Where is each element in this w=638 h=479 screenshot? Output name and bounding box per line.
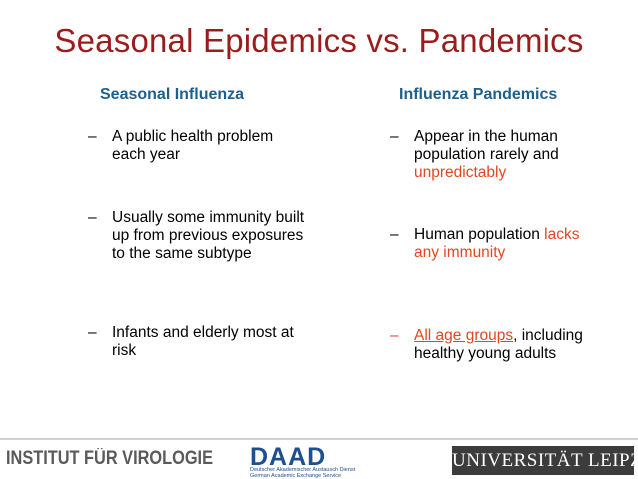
- daad-subtitle: Deutscher Akademischer Austausch Dienst …: [250, 467, 355, 479]
- highlight-text: All age groups: [414, 327, 514, 344]
- daad-subtitle-line2: German Academic Exchange Service: [250, 473, 342, 479]
- daad-logo-text: DAAD: [250, 443, 327, 471]
- bullet-dash: –: [88, 209, 97, 226]
- left-column-heading: Seasonal Influenza: [100, 86, 245, 103]
- daad-logo: DAAD Deutscher Akademischer Austausch Di…: [250, 443, 396, 479]
- bullet-text: A public health problem each year: [112, 128, 274, 163]
- university-logo: UNIVERSITÄT LEIPZIG: [452, 446, 638, 475]
- right-bullet-3: – All age groups, including healthy youn…: [390, 327, 590, 363]
- right-bullet-1: – Appear in the human population rarely …: [390, 128, 590, 182]
- bullet-dash: –: [88, 324, 97, 341]
- left-bullet-2: – Usually some immunity built up from pr…: [88, 209, 308, 263]
- daad-subtitle-line1: Deutscher Akademischer Austausch Dienst: [250, 467, 356, 473]
- bullet-dash: –: [390, 128, 399, 145]
- bullet-text: Infants and elderly most at risk: [112, 324, 294, 359]
- highlight-text: unpredictably: [414, 164, 507, 181]
- right-column-heading: Influenza Pandemics: [399, 86, 558, 103]
- institute-name: INSTITUT FÜR VIROLOGIE: [6, 448, 213, 469]
- slide-title: Seasonal Epidemics vs. Pandemics: [54, 22, 584, 59]
- bullet-text: Human population: [414, 226, 540, 243]
- bullet-text: , including healthy young adults: [414, 327, 583, 362]
- highlight-text: lacks any immunity: [414, 226, 580, 261]
- bullet-dash: –: [390, 327, 399, 344]
- left-bullet-1: – A public health problem each year: [88, 128, 308, 164]
- bullet-dash: –: [390, 226, 399, 243]
- right-bullet-2: – Human population lacks any immunity: [390, 226, 590, 262]
- bullet-text: Appear in the human population rarely an…: [414, 128, 559, 163]
- bullet-text: Usually some immunity built up from prev…: [112, 209, 305, 262]
- bullet-dash: –: [88, 128, 97, 145]
- footer-divider: [0, 438, 638, 440]
- left-bullet-3: – Infants and elderly most at risk: [88, 324, 308, 360]
